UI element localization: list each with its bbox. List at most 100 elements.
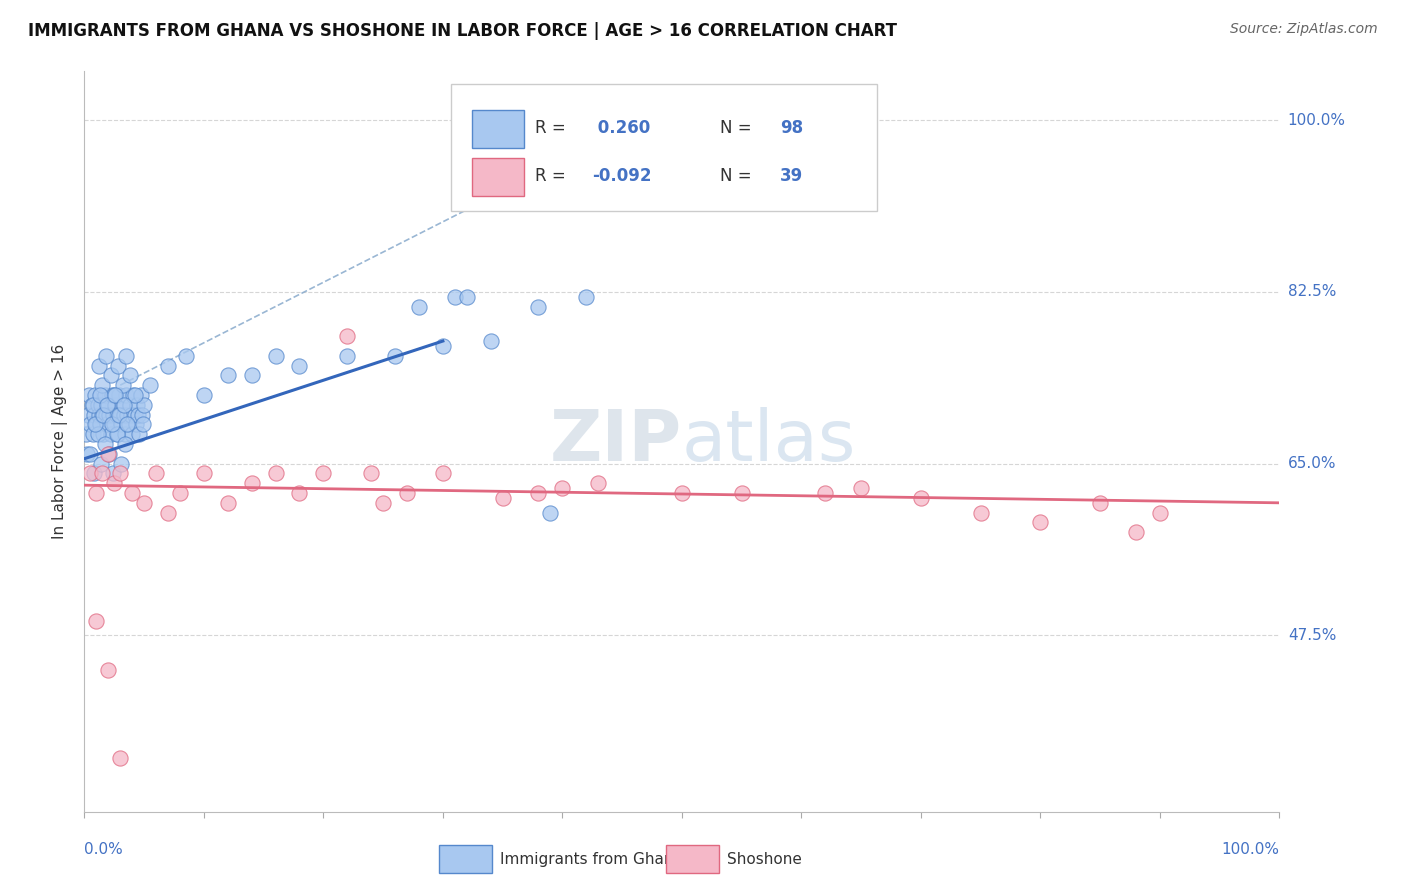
Point xyxy=(157,506,180,520)
Point xyxy=(288,359,311,373)
Text: 47.5%: 47.5% xyxy=(1288,628,1336,643)
Point xyxy=(82,398,104,412)
Point xyxy=(107,359,129,373)
Text: 65.0%: 65.0% xyxy=(1288,456,1336,471)
Text: N =: N = xyxy=(720,168,756,186)
Point xyxy=(100,368,122,383)
Text: 100.0%: 100.0% xyxy=(1222,842,1279,857)
Point xyxy=(110,417,132,432)
Point xyxy=(110,467,132,481)
Text: IMMIGRANTS FROM GHANA VS SHOSHONE IN LABOR FORCE | AGE > 16 CORRELATION CHART: IMMIGRANTS FROM GHANA VS SHOSHONE IN LAB… xyxy=(28,22,897,40)
Point xyxy=(217,368,239,383)
Point xyxy=(94,408,117,422)
Point xyxy=(131,408,153,422)
Point xyxy=(82,427,104,442)
Point xyxy=(107,427,129,442)
Point xyxy=(91,378,114,392)
Point xyxy=(114,427,136,442)
Point xyxy=(118,368,141,383)
Point xyxy=(129,388,152,402)
Point xyxy=(444,290,467,304)
Point xyxy=(492,491,515,505)
Point xyxy=(360,467,382,481)
Point xyxy=(104,398,127,412)
Text: Immigrants from Ghana: Immigrants from Ghana xyxy=(501,852,683,867)
Text: Shoshone: Shoshone xyxy=(727,852,803,867)
Point xyxy=(111,398,134,412)
Point xyxy=(193,388,215,402)
Point xyxy=(96,398,118,412)
Point xyxy=(110,751,132,765)
Point xyxy=(132,398,156,412)
Point xyxy=(103,417,125,432)
Text: 0.260: 0.260 xyxy=(592,120,651,137)
FancyBboxPatch shape xyxy=(439,845,492,873)
Point xyxy=(432,339,454,353)
Point xyxy=(408,300,430,314)
Point xyxy=(87,359,110,373)
Point xyxy=(121,486,143,500)
Point xyxy=(86,398,108,412)
Point xyxy=(86,614,108,628)
Point xyxy=(91,467,114,481)
Point xyxy=(264,349,287,363)
Text: R =: R = xyxy=(534,120,571,137)
Point xyxy=(1149,506,1171,520)
FancyBboxPatch shape xyxy=(666,845,718,873)
Point xyxy=(124,388,146,402)
Text: 39: 39 xyxy=(780,168,803,186)
Point xyxy=(117,408,139,422)
Point xyxy=(117,417,139,432)
Point xyxy=(588,476,610,491)
FancyBboxPatch shape xyxy=(471,110,524,147)
Text: 98: 98 xyxy=(780,120,803,137)
Point xyxy=(551,481,574,495)
Point xyxy=(157,359,180,373)
Point xyxy=(93,388,115,402)
Point xyxy=(121,427,143,442)
Point xyxy=(101,388,124,402)
Text: ZIP: ZIP xyxy=(550,407,682,476)
Point xyxy=(240,476,263,491)
Point xyxy=(527,486,550,500)
Point xyxy=(86,417,108,432)
Point xyxy=(217,496,239,510)
Point xyxy=(127,408,149,422)
Point xyxy=(84,388,107,402)
Point xyxy=(125,417,148,432)
Point xyxy=(93,437,115,451)
Point xyxy=(98,447,121,461)
Point xyxy=(814,486,837,500)
Point xyxy=(93,427,115,442)
Point xyxy=(456,290,478,304)
Point xyxy=(98,408,121,422)
Point xyxy=(1029,516,1052,530)
Point xyxy=(910,491,932,505)
Point xyxy=(174,349,197,363)
Point xyxy=(101,467,124,481)
Point xyxy=(373,496,395,510)
Point xyxy=(83,408,105,422)
Point xyxy=(118,398,141,412)
Point xyxy=(100,427,122,442)
Point xyxy=(97,663,120,677)
Point xyxy=(77,388,100,402)
Text: 100.0%: 100.0% xyxy=(1288,113,1346,128)
Point xyxy=(90,398,112,412)
Point xyxy=(83,467,105,481)
Point xyxy=(384,349,406,363)
Point xyxy=(96,417,118,432)
Point xyxy=(97,447,120,461)
Text: -0.092: -0.092 xyxy=(592,168,652,186)
Point xyxy=(79,447,101,461)
Point xyxy=(104,388,127,402)
Point xyxy=(540,506,562,520)
Text: 82.5%: 82.5% xyxy=(1288,285,1336,300)
Point xyxy=(105,408,128,422)
Point xyxy=(124,408,146,422)
Point xyxy=(970,506,993,520)
Point xyxy=(851,481,873,495)
Point xyxy=(97,398,120,412)
Point xyxy=(90,457,112,471)
Point xyxy=(111,378,134,392)
